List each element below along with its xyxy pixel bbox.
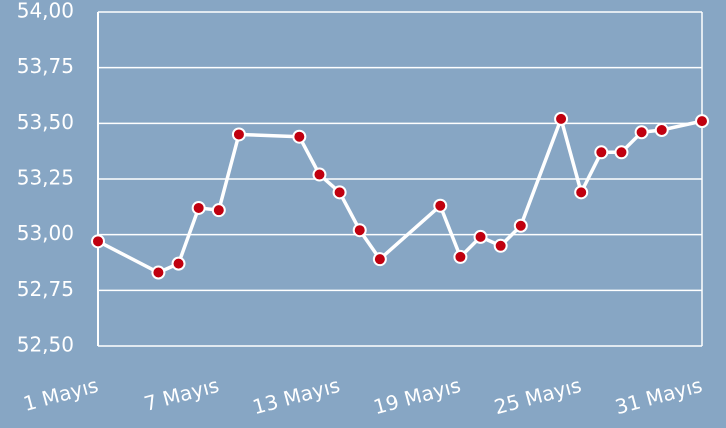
marker [91, 234, 105, 249]
marker [191, 200, 206, 215]
marker [634, 125, 649, 140]
y-tick-label: 53,00 [17, 221, 74, 245]
marker [231, 127, 246, 142]
y-tick-label: 53,50 [17, 110, 74, 134]
y-tick-label: 52,50 [17, 333, 74, 357]
marker [352, 223, 367, 238]
marker [574, 185, 589, 200]
y-tick-label: 52,75 [17, 277, 74, 301]
marker [292, 129, 307, 144]
marker [594, 145, 609, 160]
marker [312, 167, 327, 182]
marker [473, 229, 488, 244]
marker [372, 252, 387, 267]
marker [493, 238, 508, 253]
y-tick-label: 53,25 [17, 166, 74, 190]
y-tick-label: 53,75 [17, 54, 74, 78]
marker [614, 145, 629, 160]
marker [433, 198, 448, 213]
marker [171, 256, 186, 271]
marker [513, 218, 528, 233]
marker [695, 114, 709, 129]
y-tick-label: 54,00 [17, 0, 74, 23]
marker [453, 249, 468, 264]
marker [211, 203, 226, 218]
marker [332, 185, 347, 200]
marker [151, 265, 166, 280]
marker [654, 123, 669, 138]
marker [554, 111, 569, 126]
